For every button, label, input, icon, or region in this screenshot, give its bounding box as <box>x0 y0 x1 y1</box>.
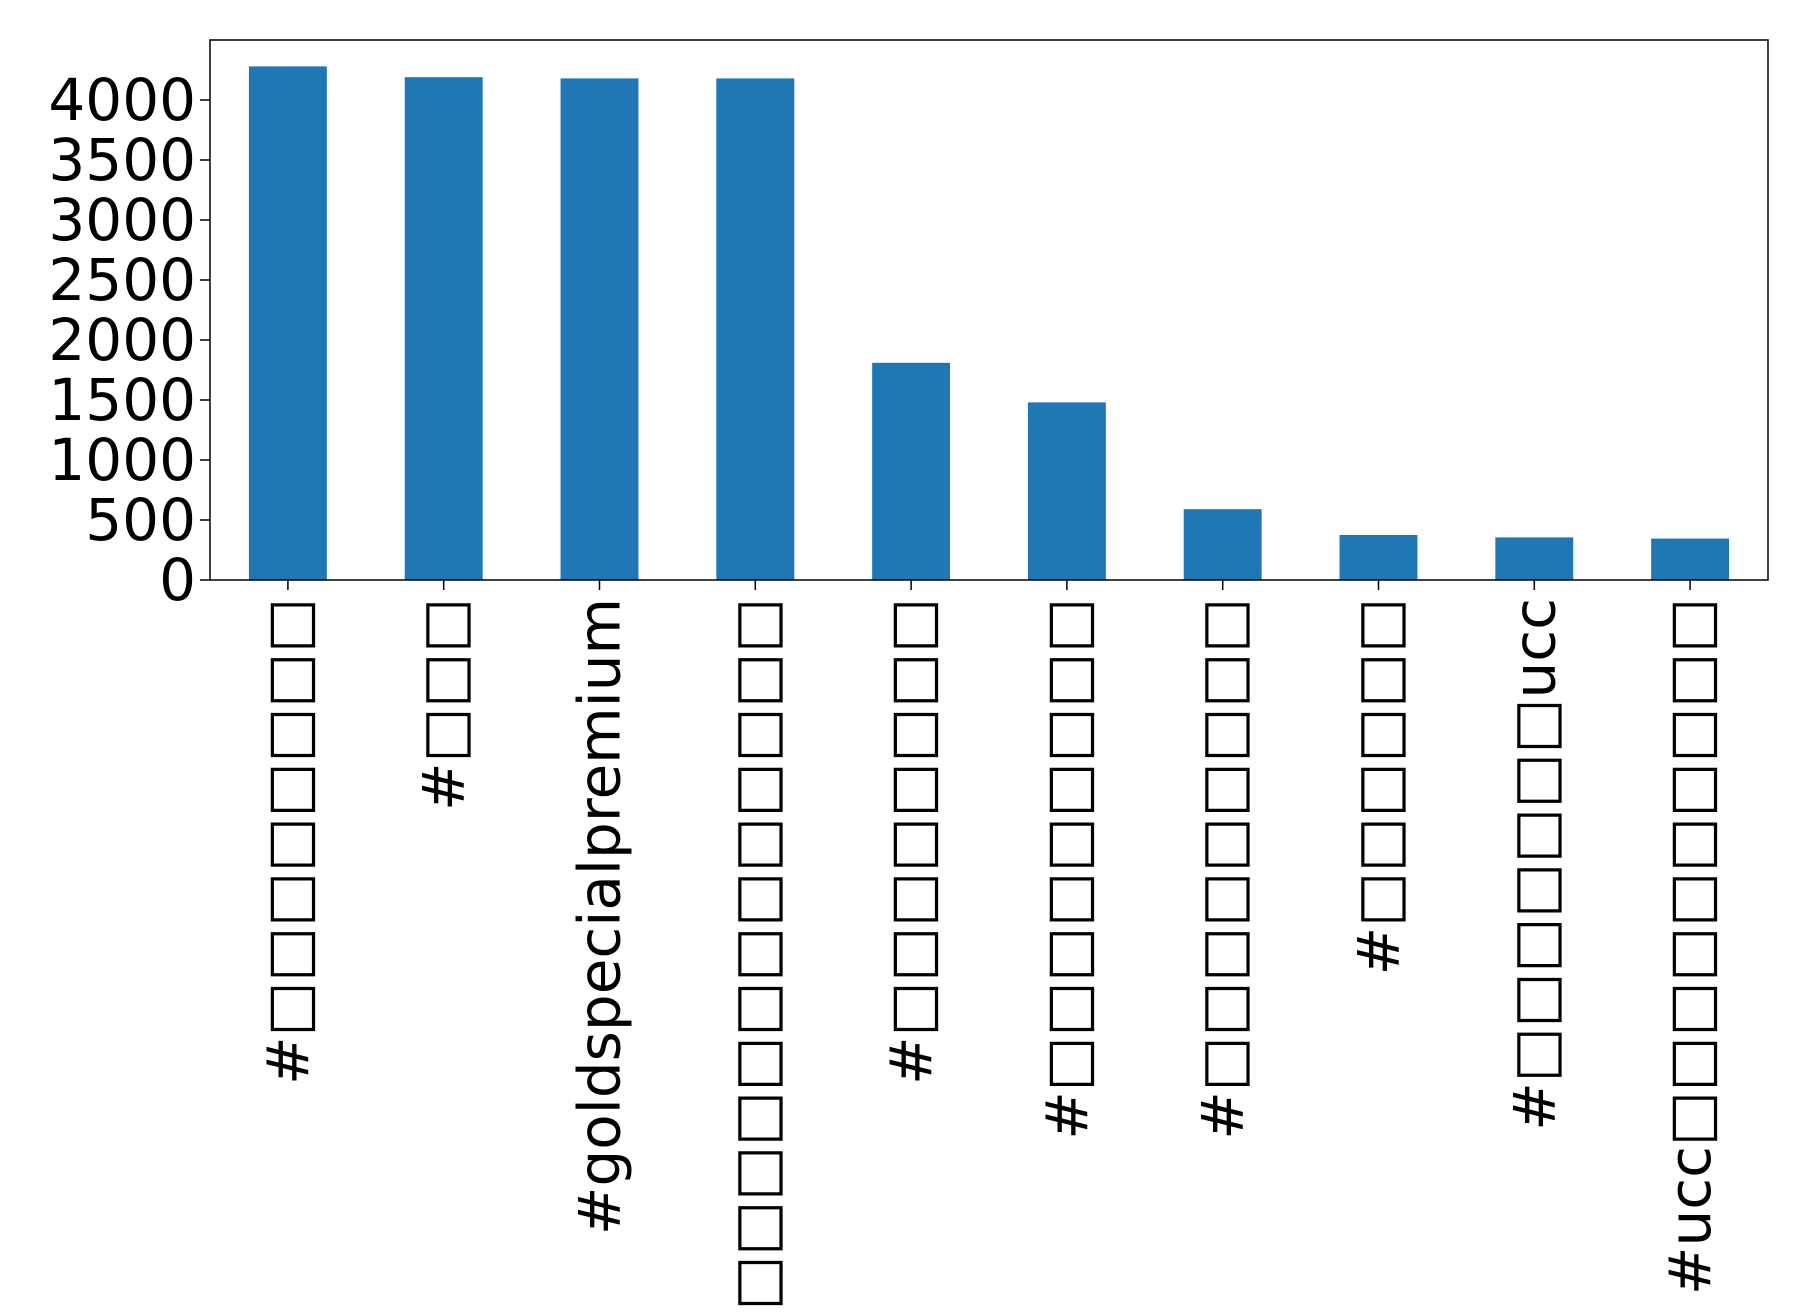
bar-0 <box>248 66 327 580</box>
ytick-label-3: 1500 <box>48 366 196 434</box>
xtick-label-4: #□□□□□□□□ <box>877 598 945 1085</box>
x-axis: #□□□□□□□□ #□□□ #goldspecialpremium #□□□□□□□… <box>254 580 1724 1314</box>
ytick-label-6: 3000 <box>48 186 196 254</box>
xtick-label-9: #ucc□□□□□□□□□□ <box>1656 598 1724 1295</box>
ytick-label-5: 2500 <box>48 246 196 314</box>
xtick-label-0: #□□□□□□□□ <box>254 598 322 1085</box>
bar-8 <box>1495 537 1574 580</box>
bar-9 <box>1651 538 1730 580</box>
xtick-label-2: #goldspecialpremium <box>566 598 634 1235</box>
xtick-label-3: #□□□□□□□□□□□□□ <box>721 598 789 1314</box>
ytick-label-4: 2000 <box>48 306 196 374</box>
bar-3 <box>716 78 795 581</box>
bar-4 <box>872 362 951 580</box>
plot-frame <box>209 39 1769 581</box>
bar-6 <box>1183 509 1262 580</box>
xtick-label-8: #□□□□□□□ucc <box>1500 598 1568 1131</box>
ytick-label-0: 0 <box>159 546 196 614</box>
xtick-label-5: #□□□□□□□□□ <box>1033 598 1101 1140</box>
xtick-label-7: #□□□□□□ <box>1345 598 1413 975</box>
bar-7 <box>1339 535 1418 580</box>
xtick-label-1: #□□□ <box>410 598 478 811</box>
ytick-label-1: 500 <box>85 486 196 554</box>
bars <box>248 66 1730 581</box>
bar-1 <box>404 77 483 580</box>
ytick-label-7: 3500 <box>48 126 196 194</box>
ytick-label-8: 4000 <box>48 66 196 134</box>
bar-2 <box>560 78 639 581</box>
xtick-label-6: #□□□□□□□□□ <box>1189 598 1257 1140</box>
bar-5 <box>1027 402 1106 580</box>
ytick-label-2: 1000 <box>48 426 196 494</box>
